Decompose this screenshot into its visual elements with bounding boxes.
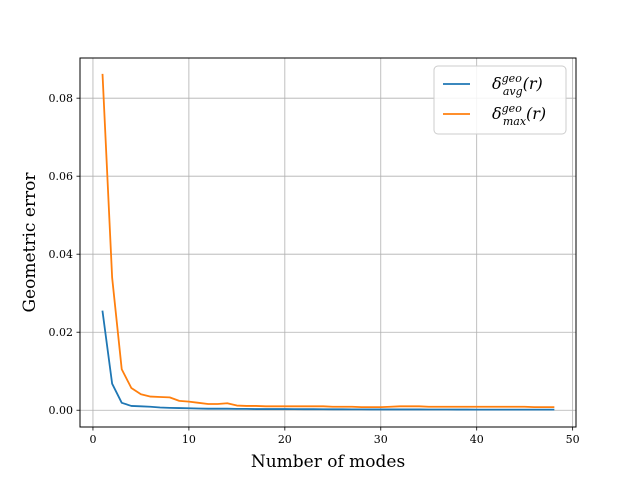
series-layer: [101, 73, 555, 411]
y-tick-label: 0.02: [49, 326, 74, 339]
x-tick-label: 10: [182, 433, 196, 446]
x-tick-label: 20: [278, 433, 292, 446]
y-axis-label: Geometric error: [20, 172, 40, 313]
x-tick-label: 0: [89, 433, 96, 446]
plot-frame: [79, 57, 577, 428]
legend-entry-label: δgeo max(r): [492, 102, 546, 128]
legend: δgeo avg(r) δgeo max(r): [433, 65, 567, 135]
series-line-avg: [101, 310, 555, 411]
legend-entry-label: δgeo avg(r): [492, 72, 543, 98]
y-tick-label: 0.06: [49, 170, 74, 183]
x-axis-ticks: 0 10 20 30 40 50: [89, 427, 580, 446]
series-line-max: [101, 73, 555, 409]
legend-frame: [433, 65, 567, 135]
x-tick-label: 50: [566, 433, 580, 446]
y-tick-label: 0.04: [49, 248, 74, 261]
y-axis-ticks: 0.00 0.02 0.04 0.06 0.08: [49, 92, 80, 417]
x-axis-label: Number of modes: [251, 452, 405, 472]
x-tick-label: 40: [470, 433, 484, 446]
x-tick-label: 30: [374, 433, 388, 446]
y-tick-label: 0.00: [49, 404, 74, 417]
y-tick-label: 0.08: [49, 92, 74, 105]
